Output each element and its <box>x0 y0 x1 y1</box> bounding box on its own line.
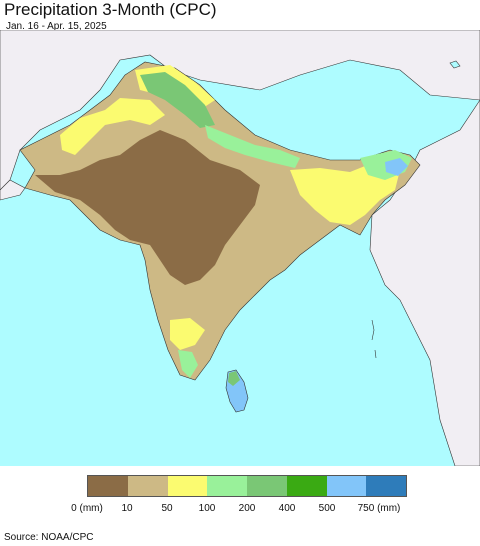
legend-tick-10: 10 <box>121 503 133 514</box>
zone-0-10-central <box>35 130 260 285</box>
legend-tick-400: 400 <box>278 503 296 514</box>
andaman-islands <box>371 319 377 359</box>
zone-100-200-kerala <box>178 350 198 378</box>
legend-swatch-500-750 <box>326 476 367 496</box>
legend-tick-500: 500 <box>318 503 336 514</box>
precipitation-legend <box>87 475 407 497</box>
legend-swatch-100-200 <box>207 476 247 496</box>
legend-swatch-50-100 <box>167 476 208 496</box>
legend-swatch-0-10 <box>88 476 128 496</box>
legend-tick-100: 100 <box>198 503 216 514</box>
map-subtitle: Jan. 16 - Apr. 15, 2025 <box>6 21 107 32</box>
legend-tick-50: 50 <box>161 503 173 514</box>
land-east <box>369 99 480 466</box>
land-northwest <box>0 30 480 191</box>
zone-200-400-sri-lanka-north <box>228 371 240 386</box>
legend-tick-0: 0 (mm) <box>71 503 103 514</box>
zone-50-100-west <box>60 98 165 155</box>
legend-swatch-10-50 <box>127 476 168 496</box>
zone-200-400-kashmir <box>140 72 215 128</box>
legend-tick-750: 750 (mm) <box>357 503 401 514</box>
zone-100-200-himalaya <box>205 125 300 168</box>
precipitation-map <box>0 30 480 466</box>
land-arabia-edge <box>0 179 26 201</box>
legend-swatch-400-500 <box>286 476 327 496</box>
zone-50-100-south <box>170 318 205 350</box>
zone-500-750-northeast <box>385 158 408 176</box>
land-tibet-island <box>449 60 461 69</box>
source-credit: Source: NOAA/CPC <box>4 532 94 543</box>
legend-tick-200: 200 <box>238 503 256 514</box>
legend-swatch-750-plus <box>366 476 406 496</box>
legend-swatch-200-400 <box>247 476 287 496</box>
map-title: Precipitation 3-Month (CPC) <box>4 0 217 19</box>
